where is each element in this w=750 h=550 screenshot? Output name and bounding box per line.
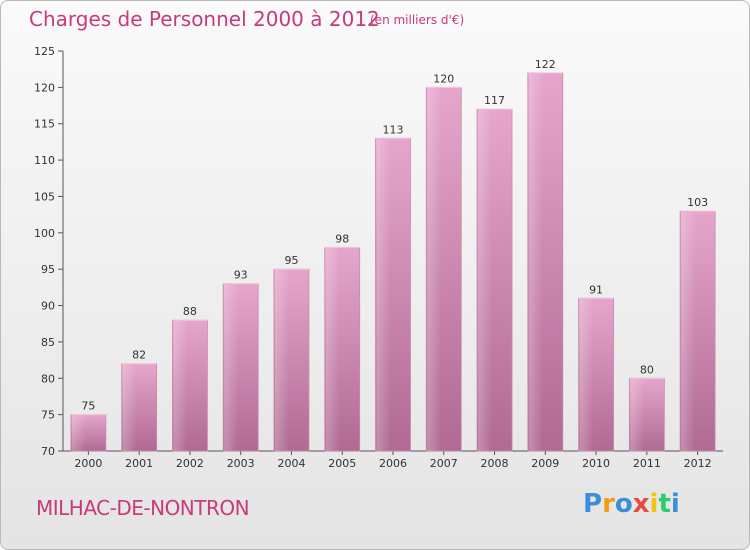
y-tick-label: 125 — [34, 45, 55, 58]
logo-letter: P — [583, 489, 603, 519]
logo-letter: o — [614, 489, 633, 519]
y-tick-label: 115 — [34, 118, 55, 131]
bar-highlight — [325, 248, 340, 451]
bar-value-label: 82 — [132, 349, 146, 362]
bar-value-label: 103 — [687, 196, 708, 209]
bar-value-label: 91 — [589, 283, 603, 296]
y-tick-label: 90 — [41, 300, 55, 313]
x-tick-label: 2007 — [430, 457, 458, 470]
y-tick-label: 100 — [34, 227, 55, 240]
x-tick-label: 2001 — [125, 457, 153, 470]
bar-highlight — [376, 139, 391, 452]
y-tick-label: 85 — [41, 336, 55, 349]
bar-highlight — [630, 379, 645, 451]
labels: 75 2000 82 2001 88 2002 93 2003 95 2004 98 2005 113 2… — [74, 58, 711, 470]
x-tick-label: 2009 — [531, 457, 559, 470]
bar-value-label: 80 — [640, 363, 654, 376]
y-tick-label: 110 — [34, 154, 55, 167]
bar-highlight — [71, 415, 86, 451]
y-tick-label: 80 — [41, 372, 55, 385]
commune-name: MILHAC-DE-NONTRON — [36, 496, 250, 520]
x-tick-label: 2005 — [328, 457, 356, 470]
y-tick-label: 105 — [34, 190, 55, 203]
bar-value-label: 98 — [335, 232, 349, 245]
bar-highlight — [579, 299, 594, 451]
bar-value-label: 75 — [81, 400, 95, 413]
x-tick-label: 2002 — [176, 457, 204, 470]
x-tick-label: 2004 — [277, 457, 305, 470]
bar-value-label: 120 — [433, 72, 454, 85]
logo-letter: t — [658, 489, 671, 519]
logo-letter: i — [670, 489, 680, 519]
y-tick-label: 70 — [41, 445, 55, 458]
bar-highlight — [224, 284, 239, 451]
logo-letter: x — [632, 489, 650, 519]
bar-value-label: 117 — [484, 94, 505, 107]
chart-subtitle: (en milliers d'€) — [370, 13, 465, 27]
bar-highlight — [427, 88, 442, 451]
bar-value-label: 93 — [234, 269, 248, 282]
x-tick-label: 2008 — [481, 457, 509, 470]
chart-title: Charges de Personnel 2000 à 2012 — [29, 7, 380, 31]
bars — [70, 72, 716, 452]
bar-value-label: 122 — [535, 58, 556, 71]
axes: 70 75 80 85 90 95 100 105 110 115 120 125 — [34, 45, 723, 458]
x-tick-label: 2011 — [633, 457, 661, 470]
y-tick-label: 75 — [41, 409, 55, 422]
bar-highlight — [681, 212, 696, 451]
bar-highlight — [528, 73, 543, 452]
logo-letter: i — [649, 489, 659, 519]
x-tick-label: 2000 — [74, 457, 102, 470]
proxiti-logo: Proxiti — [583, 489, 680, 519]
bar-highlight — [274, 270, 289, 451]
bar-value-label: 88 — [183, 305, 197, 318]
bar-highlight — [122, 364, 137, 451]
bar-value-label: 113 — [383, 123, 404, 136]
bar-value-label: 95 — [284, 254, 298, 267]
y-tick-label: 120 — [34, 81, 55, 94]
bar-highlight — [173, 321, 188, 451]
x-tick-label: 2010 — [582, 457, 610, 470]
logo-letter: r — [602, 489, 615, 519]
x-tick-label: 2003 — [227, 457, 255, 470]
x-tick-label: 2012 — [684, 457, 712, 470]
bar-highlight — [478, 110, 493, 451]
y-tick-label: 95 — [41, 263, 55, 276]
x-tick-label: 2006 — [379, 457, 407, 470]
